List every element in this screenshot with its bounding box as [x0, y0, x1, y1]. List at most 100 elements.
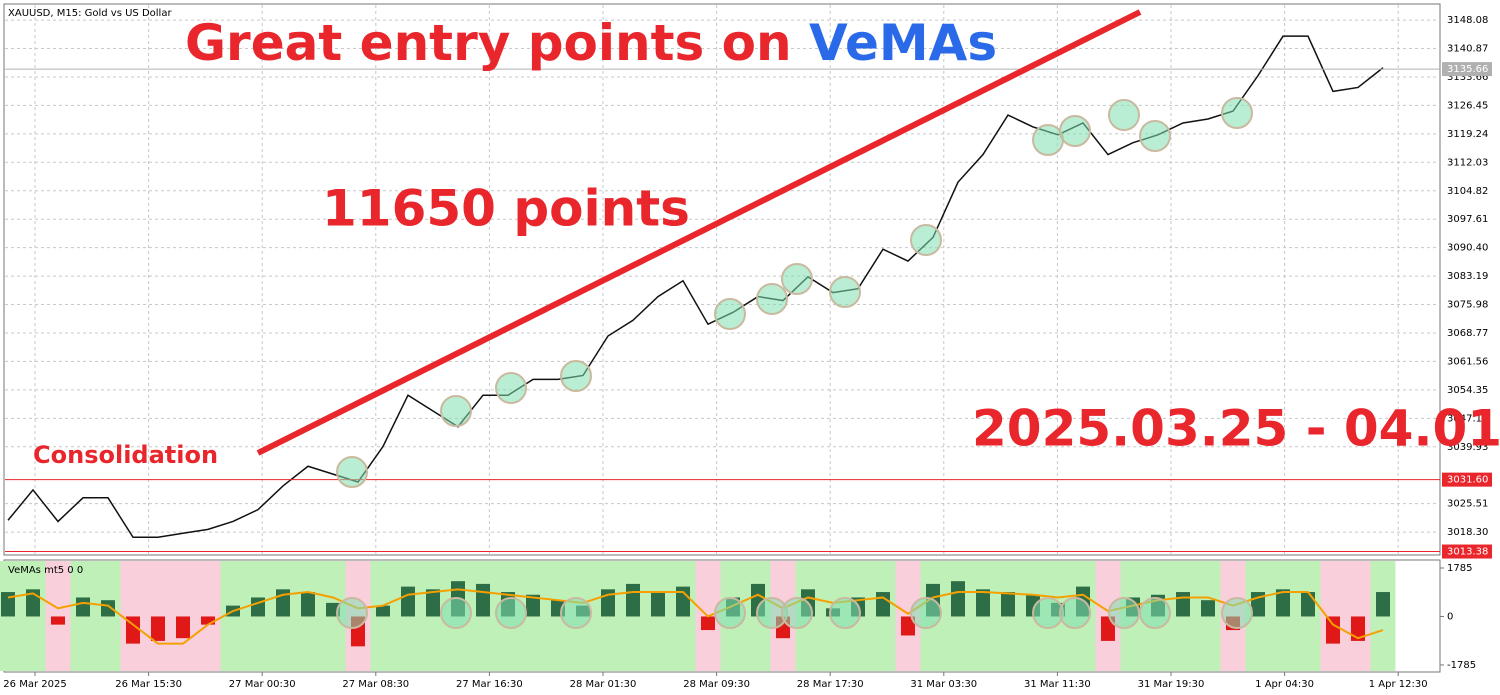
level-label: 3013.38: [1447, 547, 1488, 558]
headline-highlight: VeMAs: [809, 14, 997, 72]
histogram-bar: [626, 583, 640, 617]
y-tick-label: 3054.35: [1447, 385, 1488, 396]
entry-circle: [440, 597, 472, 629]
histogram-bar: [1376, 592, 1390, 617]
x-tick-label: 28 Mar 01:30: [570, 679, 637, 690]
y-tick-label: 3104.82: [1447, 186, 1488, 197]
entry-circle: [336, 456, 368, 488]
zone-shade: [1345, 561, 1371, 671]
zone-shade: [145, 561, 171, 671]
histogram-bar: [976, 589, 990, 617]
x-tick-label: 27 Mar 00:30: [229, 679, 296, 690]
background-layer: [0, 5, 1440, 671]
zone-annotation: Consolidation: [33, 441, 218, 469]
entry-circle: [440, 395, 472, 427]
entry-circle: [910, 224, 942, 256]
y-tick-label: 3119.24: [1447, 129, 1488, 140]
level-tag: [1442, 544, 1492, 559]
x-tick-label: 26 Mar 2025: [3, 679, 66, 690]
entry-circle: [336, 597, 368, 629]
entry-circle: [829, 597, 861, 629]
histogram-bar: [151, 616, 165, 641]
histogram-bar: [526, 594, 540, 617]
entry-circle: [1032, 597, 1064, 629]
entry-circle: [781, 263, 813, 295]
entry-circle: [1221, 97, 1253, 129]
level-label: 3135.66: [1447, 64, 1488, 75]
entry-circle: [1139, 597, 1171, 629]
entry-circle: [829, 276, 861, 308]
histogram-bar: [1001, 592, 1015, 617]
histogram-bar: [201, 616, 215, 625]
entry-circle: [1032, 124, 1064, 156]
histogram-bar: [76, 597, 90, 617]
histogram-bar: [901, 616, 915, 636]
histogram-bar: [1301, 592, 1315, 617]
x-tick-label: 31 Mar 19:30: [1138, 679, 1205, 690]
entry-circle: [1108, 597, 1140, 629]
level-label: 3031.60: [1447, 475, 1488, 486]
histogram-bar: [176, 616, 190, 639]
zone-shade: [120, 561, 146, 671]
y-tick-label: -1785: [1447, 660, 1476, 671]
entry-circle: [1108, 99, 1140, 131]
x-tick-label: 27 Mar 08:30: [342, 679, 409, 690]
y-tick-label: 3083.19: [1447, 271, 1488, 282]
histogram-bar: [1201, 600, 1215, 617]
histogram-bar: [51, 616, 65, 625]
points-annotation: 11650 points: [322, 180, 690, 238]
histogram-bar: [951, 581, 965, 617]
headline: Great entry points on VeMAs: [185, 14, 997, 72]
entry-circle: [560, 360, 592, 392]
dates-annotation: 2025.03.25 - 04.01: [972, 400, 1500, 458]
y-tick-label: 3018.30: [1447, 527, 1488, 538]
y-tick-label: 3133.66: [1447, 72, 1488, 83]
histogram-bar: [651, 592, 665, 617]
histogram-bar: [376, 605, 390, 617]
y-tick-label: 3039.93: [1447, 442, 1488, 453]
entry-circle: [1059, 115, 1091, 147]
entry-circle: [714, 597, 746, 629]
entry-circle: [756, 283, 788, 315]
y-tick-label: 3148.08: [1447, 15, 1488, 26]
chart-title: XAUUSD, M15: Gold vs US Dollar: [8, 8, 172, 19]
indicator-title: VeMAs mt5 0 0: [8, 565, 83, 576]
level-tag: [1442, 62, 1492, 77]
histogram-bar: [1176, 592, 1190, 617]
x-tick-label: 28 Mar 09:30: [683, 679, 750, 690]
x-tick-label: 28 Mar 17:30: [797, 679, 864, 690]
histogram-bar: [1276, 589, 1290, 617]
y-tick-label: 3061.56: [1447, 356, 1488, 367]
entry-circle: [1059, 597, 1091, 629]
entry-circle: [495, 597, 527, 629]
y-tick-label: 3112.03: [1447, 157, 1488, 168]
x-tick-label: 31 Mar 03:30: [910, 679, 977, 690]
main-frame: [3, 3, 1441, 556]
histogram-bar: [301, 592, 315, 617]
y-tick-label: 1785: [1447, 563, 1472, 574]
x-tick-label: 1 Apr 12:30: [1369, 679, 1428, 690]
entry-circle: [1221, 597, 1253, 629]
histogram-bar: [426, 589, 440, 617]
y-tick-label: 0: [1447, 611, 1453, 622]
x-tick-label: 1 Apr 04:30: [1255, 679, 1314, 690]
y-tick-label: 3068.77: [1447, 328, 1488, 339]
entry-circle: [1139, 120, 1171, 152]
histogram-bar: [476, 583, 490, 617]
zone-shade: [170, 561, 196, 671]
entry-circle: [560, 597, 592, 629]
zone-shade: [1320, 561, 1346, 671]
level-tag: [1442, 472, 1492, 487]
entry-circle: [714, 298, 746, 330]
histogram-bar: [876, 592, 890, 617]
histogram-bar: [401, 586, 415, 617]
zone-shade: [45, 561, 71, 671]
y-tick-label: 3140.87: [1447, 44, 1488, 55]
histogram-bar: [126, 616, 140, 644]
entry-circle: [781, 597, 813, 629]
x-tick-label: 31 Mar 11:30: [1024, 679, 1091, 690]
entry-circle: [495, 372, 527, 404]
entry-markers: [336, 97, 1253, 629]
x-tick-label: 27 Mar 16:30: [456, 679, 523, 690]
